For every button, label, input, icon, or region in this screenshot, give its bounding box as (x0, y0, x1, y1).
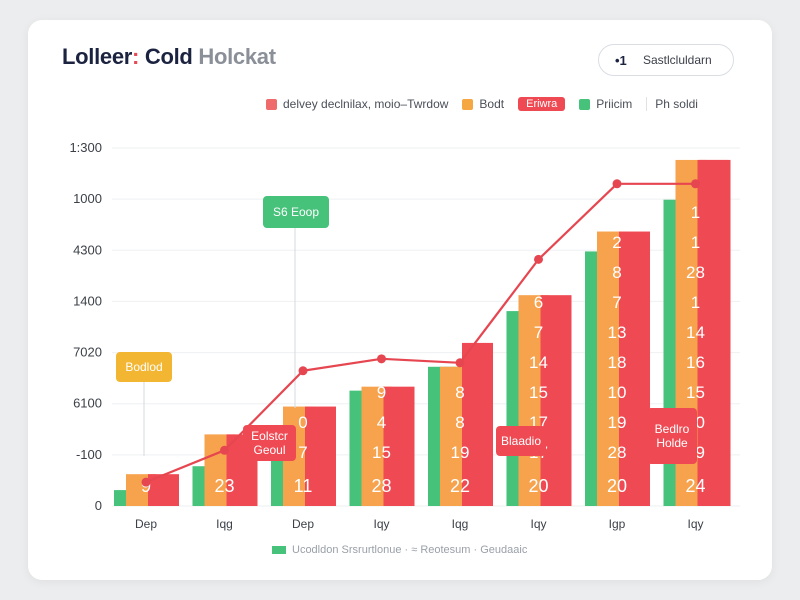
trend-point (220, 445, 229, 455)
y-tick-label: 1000 (73, 191, 102, 206)
legend-item-4[interactable]: Priicim (579, 97, 632, 111)
bar-value-label: 24 (685, 476, 705, 496)
legend-label: Eriwra (518, 97, 566, 111)
legend-swatch (462, 98, 474, 110)
callout-red-1: Eolstcr Geoul (243, 425, 296, 461)
legend-separator (646, 97, 648, 111)
bar-stack-label: 1 (691, 203, 700, 222)
footer-swatch (272, 546, 286, 554)
title-part-4: Holckat (192, 44, 276, 69)
trend-point (612, 179, 622, 189)
bullet-icon: •1 (615, 52, 627, 68)
bar-stack-label: 1 (691, 233, 700, 252)
legend-item-2[interactable]: Bodt (462, 97, 504, 111)
bar-stack-label: 7 (298, 443, 307, 462)
legend-swatch (579, 98, 591, 110)
bar (619, 231, 650, 507)
trend-line (145, 182, 696, 484)
bar (383, 386, 415, 506)
bar-stack-label: 8 (455, 413, 464, 432)
bar-stack-label: 15 (686, 383, 705, 402)
bar-stack-label: 8 (612, 263, 621, 282)
bar-stack-label: 7 (534, 323, 543, 342)
bar (305, 406, 336, 506)
x-tick-label: Iqy (530, 517, 546, 531)
chart-footer: Ucodldon Srsrurtlonue · ≈ Reotesum · Geu… (272, 544, 527, 556)
y-tick-label: 1:300 (69, 140, 102, 155)
bar-stack-label: 7 (612, 293, 621, 312)
legend-label: delvey declnilax, moio–Twrdow (283, 97, 449, 111)
y-tick-label: 6100 (73, 396, 102, 411)
trend-point (298, 366, 308, 376)
title-part-3: Cold (139, 44, 193, 69)
title-part-1: Lolleer (62, 44, 133, 69)
trend-point (534, 254, 543, 264)
legend-label: Priicim (596, 97, 633, 111)
bar-stack-label: 15 (372, 443, 391, 462)
x-tick-label: Iqg (452, 517, 469, 531)
bar-stack-label: 14 (529, 353, 548, 372)
chart-title: Lolleer: Cold Holckat (62, 44, 276, 70)
bar-stack-label: 19 (608, 413, 627, 432)
x-tick-label: Igp (609, 517, 626, 531)
y-tick-label: 0 (95, 498, 102, 513)
trend-point (691, 179, 700, 189)
bar-stack-label: 8 (455, 383, 464, 402)
bar-stack-label: 1 (691, 293, 700, 312)
legend-label: Ph soldi (655, 97, 698, 111)
x-tick-label: Dep (135, 517, 157, 531)
bar-value-label: 23 (214, 476, 234, 496)
callout-green: S6 Eoop (263, 196, 329, 228)
bar-stack-label: 15 (529, 383, 548, 402)
legend-label: Bodt (479, 97, 505, 111)
callout-red-3: Bedlro Holde (647, 408, 697, 464)
trend-point (141, 477, 151, 487)
title-part-2: : (132, 44, 140, 69)
bar-stack-label: 9 (377, 383, 386, 402)
bar-stack-label: 2 (612, 233, 621, 252)
chart-legend: delvey declnilax, moio–Twrdow Bodt Eriwr… (266, 96, 712, 112)
bar-stack-label: 10 (608, 383, 627, 402)
bar-stack-label: 6 (534, 293, 543, 312)
y-tick-label: 1400 (73, 293, 102, 308)
x-tick-label: Iqy (687, 517, 703, 531)
legend-item-3[interactable]: Eriwra (518, 97, 566, 111)
bar-stack-label: 13 (608, 323, 627, 342)
bar (462, 342, 493, 506)
x-tick-label: Dep (292, 517, 314, 531)
bar-stack-label: 0 (298, 413, 307, 432)
y-tick-label: -100 (76, 447, 102, 462)
bar-stack-label: 16 (686, 353, 705, 372)
bar-stack-label: 19 (451, 443, 470, 462)
bar (699, 159, 731, 506)
bar-stack-label: 4 (377, 413, 386, 432)
trend-point (377, 354, 386, 364)
period-selector-label: Sastlcluldarn (643, 53, 712, 67)
bar-value-label: 22 (450, 476, 470, 496)
period-selector-button[interactable]: •1 Sastlcluldarn (598, 44, 734, 76)
legend-item-1[interactable]: delvey declnilax, moio–Twrdow (266, 97, 448, 111)
bar-value-label: 28 (371, 476, 391, 496)
legend-item-5[interactable]: Ph soldi (646, 97, 698, 111)
footer-text: Ucodldon Srsrurtlonue · ≈ Reotesum · Geu… (292, 544, 528, 556)
legend-swatch (266, 98, 277, 110)
bar-stack-label: 28 (608, 443, 627, 462)
bar-value-label: 11 (294, 476, 313, 496)
bar-stack-label: 28 (686, 263, 705, 282)
x-tick-label: Iqg (216, 517, 233, 531)
callout-yellow: Bodlod (116, 352, 172, 382)
x-tick-label: Iqy (373, 517, 389, 531)
callout-red-2: Blaadio (496, 426, 546, 456)
bar-stack-label: 18 (608, 353, 627, 372)
y-tick-label: 7020 (73, 345, 102, 360)
bar-value-label: 20 (607, 476, 627, 496)
y-tick-label: 4300 (73, 242, 102, 257)
bar (540, 295, 572, 506)
trend-point (455, 358, 465, 368)
bar-value-label: 20 (528, 476, 548, 496)
bar-stack-label: 14 (686, 323, 705, 342)
